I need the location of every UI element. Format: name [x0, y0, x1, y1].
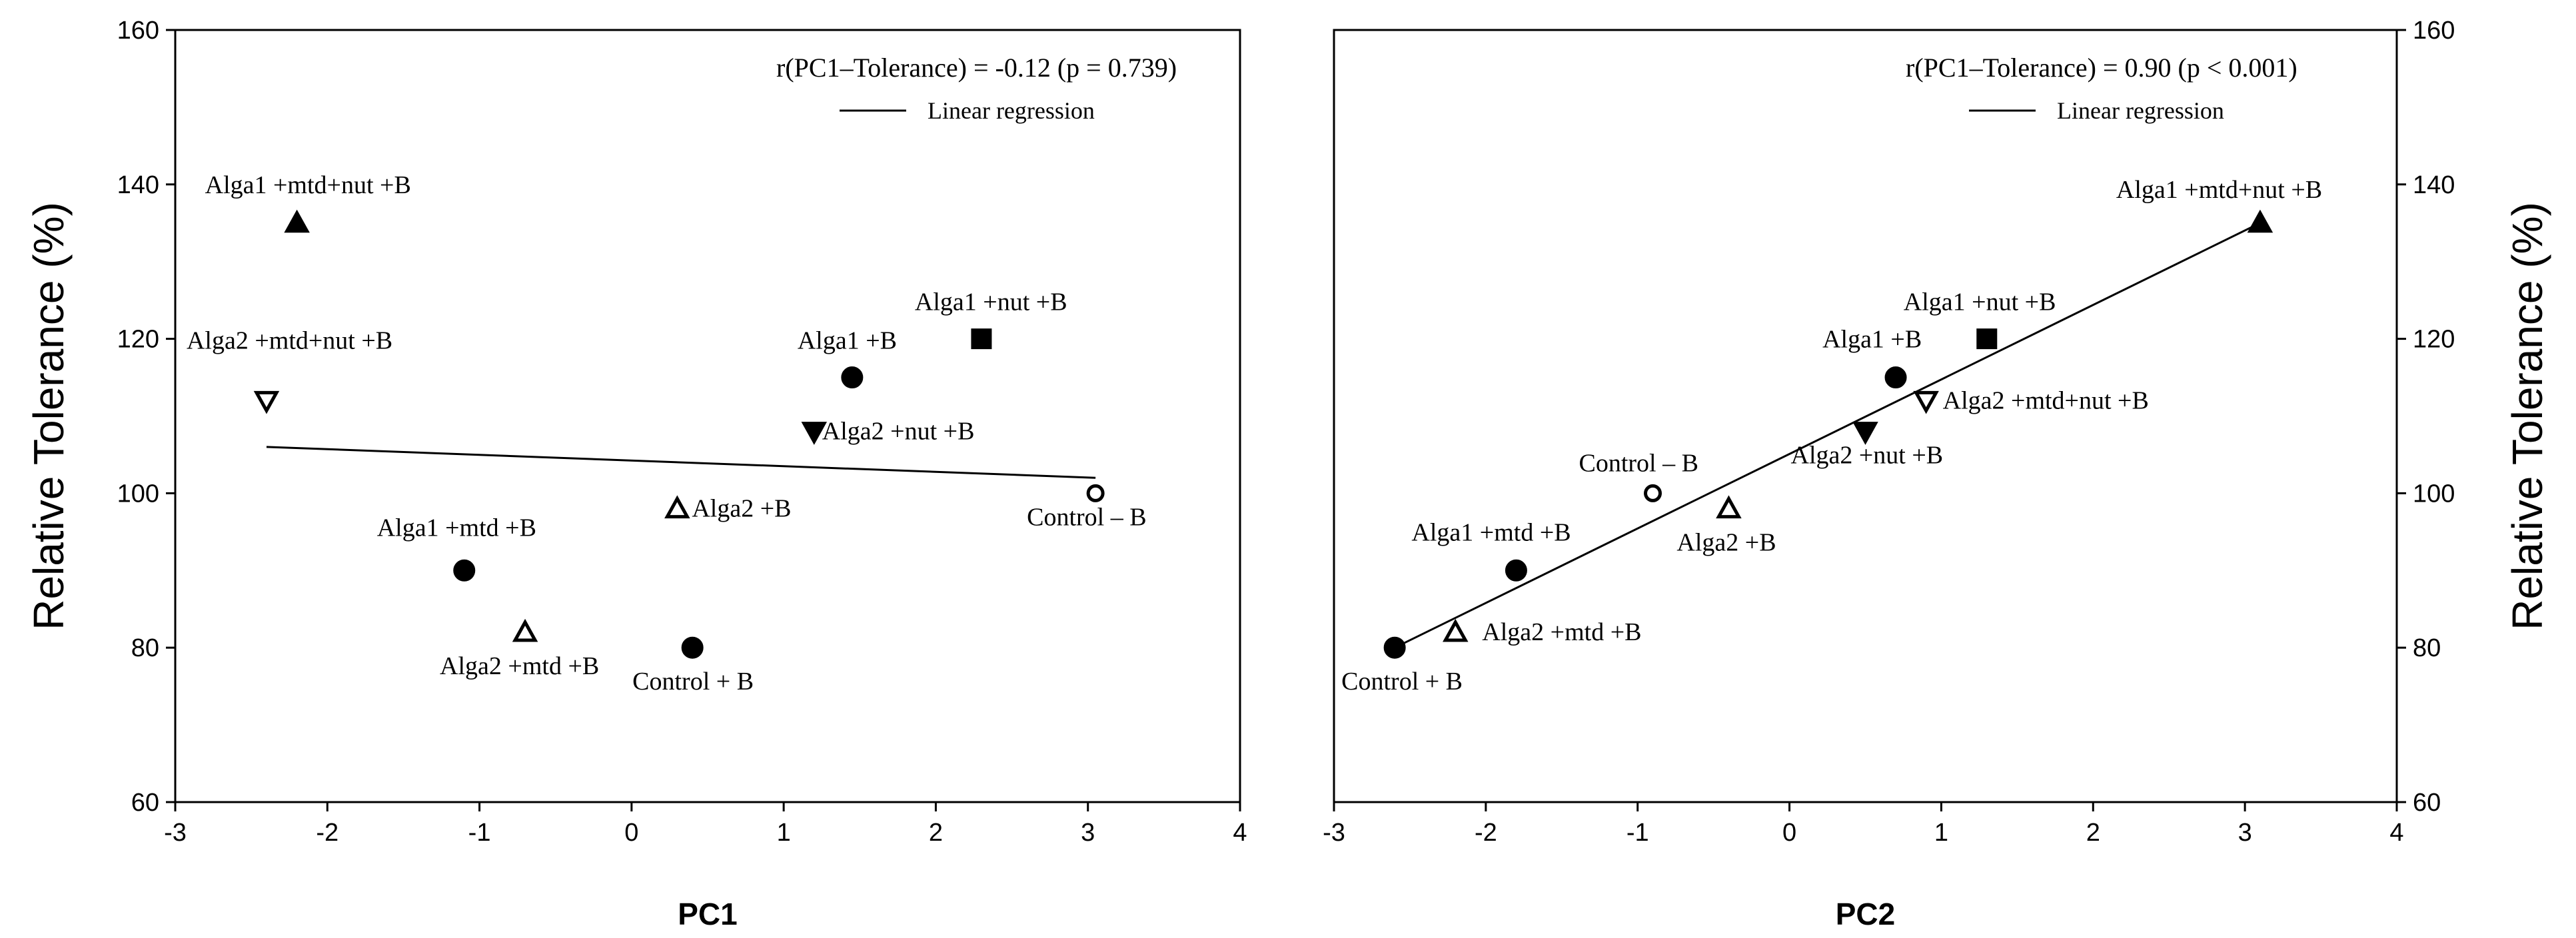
- pc1-point-label: Control + B: [632, 668, 754, 696]
- pc1-data-point: [681, 636, 704, 659]
- pc1-y-tick-label: 140: [117, 171, 159, 199]
- pc1-data-point: [453, 559, 476, 582]
- pc1-data-point: [841, 366, 864, 389]
- pc2-x-tick-label: -1: [1626, 819, 1649, 847]
- pc2-x-tick-label: -3: [1323, 819, 1345, 847]
- pc2-point-label: Alga1 +nut +B: [1904, 288, 2056, 316]
- pc2-data-point: [1383, 636, 1406, 659]
- pc2-legend-label: Linear regression: [2057, 97, 2224, 124]
- pc2-point-label: Alga2 +mtd +B: [1482, 618, 1641, 646]
- pc2-data-point: [1716, 495, 1742, 519]
- pc1-x-tick-label: 3: [1081, 819, 1095, 847]
- pc1-x-tick-label: 2: [929, 819, 943, 847]
- pc2-point-label: Alga1 +mtd +B: [1411, 518, 1571, 546]
- pc1-data-point: [664, 495, 690, 519]
- pc1-data-point: [971, 328, 992, 350]
- pc2-y-tick-label: 160: [2413, 17, 2455, 45]
- pc1-y-tick-label: 160: [117, 17, 159, 45]
- pc1-y-tick-label: 60: [131, 789, 159, 817]
- pc2-point-label: Control – B: [1579, 449, 1698, 477]
- pc1-x-tick-label: -3: [164, 819, 187, 847]
- panel-pc2: -3 -2 -1 0 1 2 3 4 60 80 100 120 140 160 PC2 Relative T…: [1323, 17, 2551, 931]
- pc1-x-tick-label: -2: [316, 819, 338, 847]
- pc1-x-tick-label: -1: [468, 819, 491, 847]
- pc1-data-point: [253, 390, 280, 414]
- pc2-x-tick-label: 3: [2238, 819, 2252, 847]
- pc1-point-label: Alga1 +B: [798, 327, 897, 355]
- pc2-correlation-annotation: r(PC1–Tolerance) = 0.90 (p < 0.001): [1906, 53, 2297, 83]
- pc1-point-label: Alga1 +mtd+nut +B: [205, 171, 411, 199]
- pc1-x-tick-label: 1: [777, 819, 791, 847]
- pc2-data-point: [1976, 328, 1998, 350]
- pc2-point-label: Alga2 +B: [1676, 529, 1776, 557]
- pc1-point-label: Alga1 +nut +B: [915, 288, 1067, 316]
- pc2-regression-line: [1394, 222, 2261, 649]
- pc2-x-tick-label: 0: [1782, 819, 1796, 847]
- pc2-point-label: Alga1 +B: [1822, 326, 1922, 354]
- pc1-y-axis-title: Relative Tolerance (%): [25, 202, 73, 630]
- pc1-data-point: [284, 209, 310, 233]
- pc1-x-tick-label: 4: [1233, 819, 1247, 847]
- pc2-x-tick-label: 4: [2389, 819, 2403, 847]
- pc2-y-tick-label: 60: [2413, 789, 2441, 817]
- pc1-data-point: [801, 422, 828, 445]
- pc1-y-tick-label: 100: [117, 480, 159, 508]
- pc1-data-point: [512, 618, 538, 642]
- pc1-y-tick-label: 80: [131, 634, 159, 662]
- pc2-data-point: [1852, 422, 1878, 445]
- pc1-legend-label: Linear regression: [928, 97, 1095, 124]
- pc2-y-tick-label: 120: [2413, 326, 2455, 354]
- pc1-point-label: Control – B: [1027, 503, 1146, 531]
- pc2-point-label: Alga2 +mtd+nut +B: [1943, 386, 2149, 414]
- pc1-data-point: [1086, 484, 1105, 502]
- pc2-y-tick-label: 80: [2413, 634, 2441, 662]
- pc1-point-label: Alga1 +mtd +B: [377, 514, 536, 542]
- pc2-x-tick-label: 2: [2086, 819, 2100, 847]
- pc1-point-label: Alga2 +mtd+nut +B: [187, 326, 392, 354]
- pc2-y-tick-label: 140: [2413, 171, 2455, 199]
- pc1-plot-frame: [174, 29, 1241, 803]
- pc2-data-point: [1884, 366, 1907, 389]
- pc1-regression-line: [266, 446, 1096, 479]
- pc2-data-point: [1913, 390, 1939, 414]
- pc2-x-tick-label: 1: [1934, 819, 1948, 847]
- pc2-data-point: [2247, 209, 2273, 233]
- pc2-data-point: [1644, 484, 1662, 502]
- pc2-point-label: Alga2 +nut +B: [1791, 442, 1944, 470]
- pc1-point-label: Alga2 +nut +B: [822, 418, 975, 446]
- panel-pc1: -3 -2 -1 0 1 2 3 4 60 80 100 120 140 160 PC1 Relative T…: [25, 17, 1247, 931]
- pc1-x-tick-label: 0: [624, 819, 638, 847]
- pc2-y-axis-title: Relative Tolerance (%): [2503, 202, 2551, 630]
- pc2-point-label: Alga1 +mtd+nut +B: [2116, 176, 2322, 204]
- pc1-point-label: Alga2 +B: [692, 495, 791, 523]
- pc1-correlation-annotation: r(PC1–Tolerance) = -0.12 (p = 0.739): [776, 53, 1177, 83]
- pc2-data-point: [1443, 618, 1469, 642]
- pc2-x-tick-label: -2: [1475, 819, 1497, 847]
- pc1-x-axis-title: PC1: [678, 897, 737, 931]
- pc1-y-tick-label: 120: [117, 326, 159, 354]
- pc1-point-label: Alga2 +mtd +B: [440, 652, 599, 680]
- pc2-point-label: Control + B: [1341, 668, 1463, 696]
- pc2-x-axis-title: PC2: [1836, 897, 1895, 931]
- pc2-data-point: [1505, 559, 1527, 582]
- pc2-plot-frame: [1333, 29, 2398, 803]
- pc2-y-tick-label: 100: [2413, 480, 2455, 508]
